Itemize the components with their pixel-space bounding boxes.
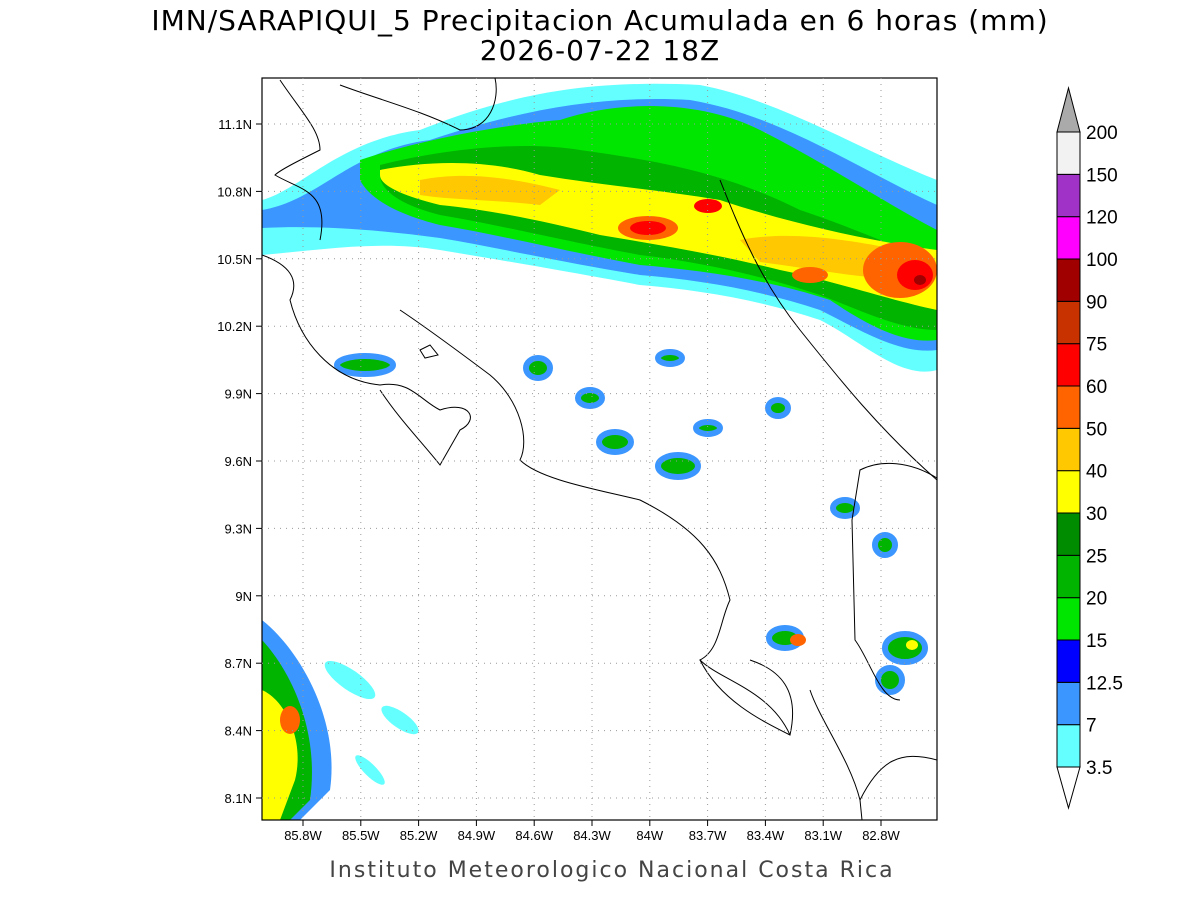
lon-label: 83.1W [804, 828, 842, 843]
lat-label: 9.9N [225, 387, 252, 402]
footer: Instituto Meteorologico Nacional Costa R… [329, 858, 894, 883]
lat-label: 10.5N [217, 252, 252, 267]
colorbar-label: 90 [1086, 292, 1107, 313]
precipitation [262, 83, 937, 820]
lat-label: 10.8N [217, 184, 252, 199]
lon-label: 84.9W [458, 828, 496, 843]
colorbar-label: 50 [1086, 419, 1107, 440]
colorbar-label: 100 [1086, 250, 1118, 271]
colorbar-label: 12.5 [1086, 673, 1123, 694]
colorbar-label: 30 [1086, 504, 1107, 525]
colorbar-box [1056, 512, 1081, 556]
lat-label: 8.4N [225, 724, 252, 739]
colorbar-label: 40 [1086, 462, 1107, 483]
lat-label: 9.3N [225, 521, 252, 536]
lat-label: 8.1N [225, 791, 252, 806]
map-frame [261, 77, 938, 821]
colorbar-box [1056, 681, 1081, 726]
colorbar-label: 25 [1086, 546, 1107, 567]
colorbar-box [1056, 216, 1081, 260]
map-subtitle: 2026-07-22 18Z [480, 34, 720, 67]
colorbar-box [1056, 597, 1081, 641]
lon-label: 83.4W [747, 828, 785, 843]
colorbar-label: 120 [1086, 208, 1118, 229]
colorbar-box [1056, 131, 1081, 175]
lat-label: 9N [235, 589, 252, 604]
map-title: IMN/SARAPIQUI_5 Precipitacion Acumulada … [151, 4, 1048, 37]
colorbar-box [1056, 639, 1081, 683]
lon-label: 84W [636, 828, 663, 843]
lon-label: 85.5W [342, 828, 380, 843]
colorbar-label: 200 [1086, 123, 1118, 144]
lon-label: 84.3W [573, 828, 611, 843]
colorbar-label: 60 [1086, 377, 1107, 398]
lon-label: 83.7W [689, 828, 727, 843]
coastline [262, 78, 937, 820]
lon-label: 82.8W [862, 828, 900, 843]
lon-label: 84.6W [515, 828, 553, 843]
lon-label: 85.2W [400, 828, 438, 843]
colorbar: 3.5 7 12.5 15 20 25 30 40 50 60 75 90 100 120 150 200 [1056, 86, 1123, 810]
lon-label: 85.8W [284, 828, 322, 843]
colorbar-box [1056, 724, 1081, 768]
colorbar-box [1056, 385, 1081, 429]
colorbar-box [1056, 300, 1081, 345]
colorbar-label: 15 [1086, 631, 1107, 652]
colorbar-box [1056, 427, 1081, 472]
lat-label: 9.6N [225, 454, 252, 469]
colorbar-box [1056, 173, 1081, 218]
colorbar-box [1056, 470, 1081, 514]
colorbar-box [1056, 258, 1081, 302]
colorbar-label: 20 [1086, 589, 1107, 610]
lat-label: 11.1N [218, 117, 252, 132]
colorbar-over [1056, 86, 1081, 133]
lat-label: 8.7N [225, 656, 252, 671]
colorbar-label: 75 [1086, 335, 1107, 356]
colorbar-under [1056, 766, 1081, 810]
colorbar-label: 3.5 [1086, 758, 1112, 779]
colorbar-box [1056, 343, 1081, 387]
colorbar-box [1056, 554, 1081, 599]
colorbar-label: 150 [1086, 165, 1118, 186]
colorbar-label: 7 [1086, 716, 1097, 737]
lat-label: 10.2N [217, 319, 252, 334]
map-axes: 11.1N 10.8N 10.5N 10.2N 9.9N 9.6N 9.3N 9N 8.7N 8.… [217, 77, 938, 843]
